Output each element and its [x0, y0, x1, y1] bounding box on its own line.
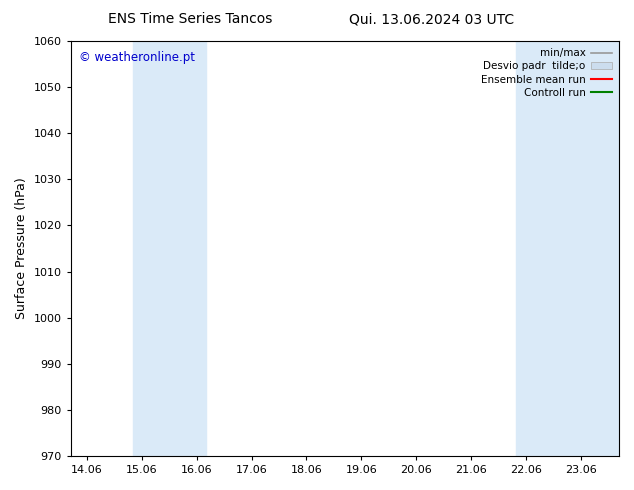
Bar [133, 41, 206, 456]
Y-axis label: Surface Pressure (hPa): Surface Pressure (hPa) [15, 178, 28, 319]
Text: ENS Time Series Tancos: ENS Time Series Tancos [108, 12, 273, 26]
Text: © weatheronline.pt: © weatheronline.pt [79, 51, 195, 64]
Bar [517, 41, 619, 456]
Text: Qui. 13.06.2024 03 UTC: Qui. 13.06.2024 03 UTC [349, 12, 514, 26]
Legend: min/max, Desvio padr  tilde;o, Ensemble mean run, Controll run: min/max, Desvio padr tilde;o, Ensemble m… [477, 44, 616, 102]
